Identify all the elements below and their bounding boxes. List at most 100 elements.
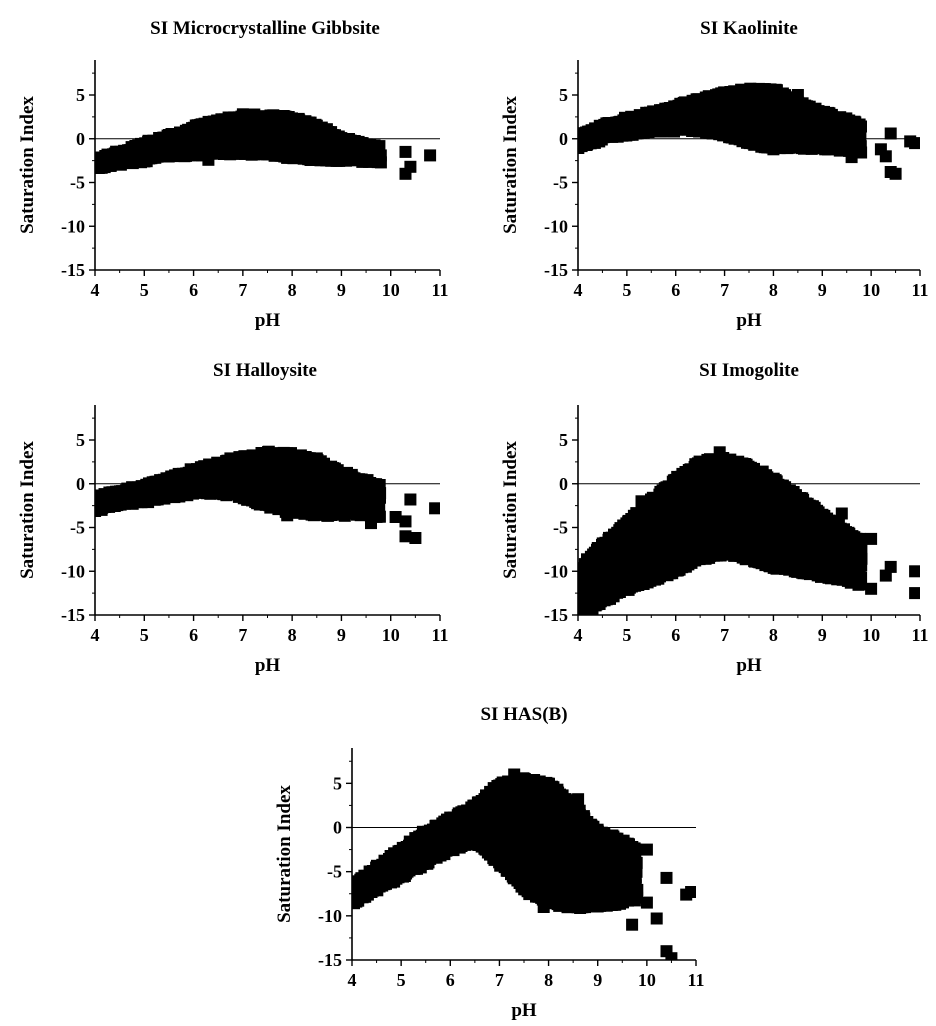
data-point <box>399 515 412 528</box>
data-point <box>399 530 412 543</box>
data-point <box>281 509 294 522</box>
y-tick-label: 0 <box>559 129 568 149</box>
x-tick-label: 11 <box>431 280 448 300</box>
data-point <box>845 151 858 164</box>
data-point <box>374 149 387 162</box>
x-tick-label: 7 <box>720 625 729 645</box>
data-point <box>855 533 868 546</box>
chart-title: SI Imogolite <box>699 360 799 381</box>
x-tick-label: 6 <box>189 625 198 645</box>
x-tick-label: 5 <box>622 280 631 300</box>
chart-panel-5: SI HAS(B)4 5 6 7 8 9 10 1150-5-10-15pHSaturatio… <box>274 704 705 1021</box>
data-point <box>904 135 917 148</box>
x-tick-label: 9 <box>337 280 346 300</box>
data-point <box>884 560 897 573</box>
x-tick-label: 4 <box>574 280 583 300</box>
y-tick-label: -5 <box>553 518 568 538</box>
y-axis-title: Saturation Index <box>17 96 38 234</box>
chart-title: SI Kaolinite <box>700 18 798 39</box>
data-point <box>429 502 440 515</box>
x-tick-label: 8 <box>769 280 778 300</box>
x-axis-title: pH <box>255 655 281 676</box>
y-tick-label: -10 <box>544 561 568 581</box>
data-point <box>713 446 726 459</box>
y-tick-label: 5 <box>559 430 568 450</box>
x-tick-label: 11 <box>911 280 928 300</box>
x-tick-label: 5 <box>622 625 631 645</box>
x-tick-label: 8 <box>288 625 297 645</box>
data-point <box>879 150 892 163</box>
data-point <box>404 160 417 173</box>
marker-group <box>95 445 440 544</box>
y-tick-label: -15 <box>61 260 85 280</box>
data-point <box>373 479 386 491</box>
marker-group <box>352 768 696 960</box>
marker-group <box>578 446 920 615</box>
y-axis-title: Saturation Index <box>17 441 38 579</box>
x-tick-label: 7 <box>238 625 247 645</box>
x-tick-label: 9 <box>818 625 827 645</box>
chart-title: SI Halloysite <box>213 360 317 381</box>
data-point <box>884 127 897 140</box>
x-tick-label: 10 <box>862 625 880 645</box>
data-point <box>728 456 741 469</box>
x-tick-label: 6 <box>671 280 680 300</box>
x-tick-label: 4 <box>91 625 100 645</box>
y-axis-title: Saturation Index <box>500 96 521 234</box>
x-tick-label: 11 <box>431 625 448 645</box>
marker-group <box>95 108 437 180</box>
data-point <box>865 532 878 545</box>
y-tick-label: 5 <box>76 85 85 105</box>
y-tick-label: 0 <box>76 474 85 494</box>
y-tick-label: 0 <box>76 129 85 149</box>
x-tick-label: 4 <box>91 280 100 300</box>
y-tick-label: -5 <box>553 173 568 193</box>
x-tick-label: 9 <box>818 280 827 300</box>
y-tick-label: 5 <box>559 85 568 105</box>
y-tick-label: -5 <box>70 518 85 538</box>
data-point <box>581 604 594 615</box>
data-point <box>855 120 867 133</box>
x-axis-title: pH <box>736 655 762 676</box>
x-tick-label: 10 <box>382 280 400 300</box>
y-tick-label: -15 <box>61 605 85 625</box>
data-point <box>865 582 878 595</box>
data-point <box>791 89 804 101</box>
y-tick-label: -10 <box>544 216 568 236</box>
data-point <box>409 532 422 544</box>
data-point <box>404 493 417 506</box>
data-point <box>365 517 377 530</box>
x-tick-label: 8 <box>288 280 297 300</box>
chart-panel-1: SI Microcrystalline Gibbsite 4 5 6 7 8 9 10 11 5 0… <box>17 18 449 331</box>
chart-title: SI HAS(B) <box>480 704 567 725</box>
x-tick-label: 7 <box>720 280 729 300</box>
data-point <box>909 565 920 578</box>
x-tick-label: 10 <box>862 280 880 300</box>
data-point <box>236 108 249 121</box>
y-tick-label: 0 <box>559 474 568 494</box>
data-point <box>373 140 386 153</box>
x-tick-label: 10 <box>382 625 400 645</box>
x-tick-label: 8 <box>769 625 778 645</box>
y-axis-title: Saturation Index <box>500 441 521 579</box>
x-tick-label: 11 <box>911 625 928 645</box>
data-point <box>365 155 377 168</box>
y-tick-label: -15 <box>544 260 568 280</box>
marker-group <box>578 82 920 180</box>
data-point <box>399 145 412 158</box>
x-tick-label: 7 <box>238 280 247 300</box>
data-point <box>310 452 323 465</box>
x-tick-label: 4 <box>574 625 583 645</box>
data-point <box>635 495 648 508</box>
y-tick-label: -10 <box>61 216 85 236</box>
y-tick-label: 5 <box>76 430 85 450</box>
y-tick-label: -10 <box>61 561 85 581</box>
x-tick-label: 5 <box>140 280 149 300</box>
x-tick-label: 6 <box>189 280 198 300</box>
chart-title: SI Microcrystalline Gibbsite <box>150 18 380 39</box>
x-tick-label: 9 <box>337 625 346 645</box>
data-point <box>889 167 902 180</box>
